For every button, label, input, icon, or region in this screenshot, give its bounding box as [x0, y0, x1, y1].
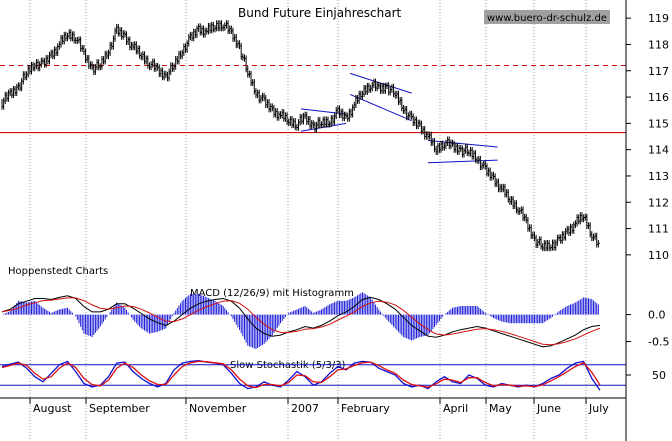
price-tick-label: 114 — [648, 144, 669, 157]
price-tick-label: 110 — [648, 249, 669, 262]
stochastic-tick-label: 50 — [652, 369, 666, 382]
price-tick-label: 111 — [648, 223, 669, 236]
stochastic-axis-ticks: 50 — [626, 369, 666, 382]
price-tick-label: 112 — [648, 196, 669, 209]
x-tick-label: August — [33, 402, 72, 415]
macd-line — [1, 295, 601, 348]
x-tick-label: February — [341, 402, 390, 415]
stochastic-d-line — [1, 360, 601, 389]
x-tick-label: November — [189, 402, 247, 415]
x-tick-label: April — [443, 402, 468, 415]
stochastic-label: Slow Stochastik (5/3/3) — [230, 360, 346, 371]
price-tick-label: 115 — [648, 117, 669, 130]
channel-upper-line — [427, 139, 498, 148]
price-axis-ticks: 119 118 117 116 115 114 113 112 111 110 — [626, 12, 669, 262]
watermark-box — [484, 10, 610, 24]
macd-tick-label: -0.5 — [648, 336, 669, 349]
source-label: Hoppenstedt Charts — [8, 266, 108, 277]
macd-axis-ticks: 0.0 -0.5 — [626, 309, 669, 349]
chart-title: Bund Future Einjahreschart — [238, 6, 402, 20]
triangle-upper-line — [300, 108, 347, 115]
price-tick-label: 118 — [648, 38, 669, 51]
stochastic-k-line — [1, 360, 601, 391]
watermark-text: www.buero-dr-schulz.de — [487, 13, 607, 24]
x-tick-label: September — [89, 402, 150, 415]
x-tick-label: July — [588, 402, 609, 415]
channel-lower-line — [427, 159, 498, 164]
macd-label: MACD (12/26/9) mit Histogramm — [190, 288, 354, 299]
x-tick-label: June — [536, 402, 561, 415]
stochastic-panel: Slow Stochastik (5/3/3) — [0, 360, 626, 391]
price-panel: Bund Future Einjahreschart www.buero-dr-… — [0, 6, 626, 252]
macd-panel: MACD (12/26/9) mit Histogramm — [1, 288, 601, 350]
macd-histogram — [3, 292, 599, 350]
price-level-lines — [0, 64, 626, 134]
x-axis-labels: August September November 2007 February April… — [0, 397, 626, 415]
price-tick-label: 113 — [648, 170, 669, 183]
price-tick-label: 119 — [648, 12, 669, 25]
macd-signal-line — [1, 297, 601, 346]
price-tick-label: 117 — [648, 65, 669, 78]
x-tick-label: 2007 — [291, 402, 319, 415]
price-bars — [1, 20, 600, 252]
macd-tick-label: 0.0 — [648, 309, 666, 322]
price-tick-label: 116 — [648, 91, 669, 104]
x-tick-label: May — [489, 402, 512, 415]
